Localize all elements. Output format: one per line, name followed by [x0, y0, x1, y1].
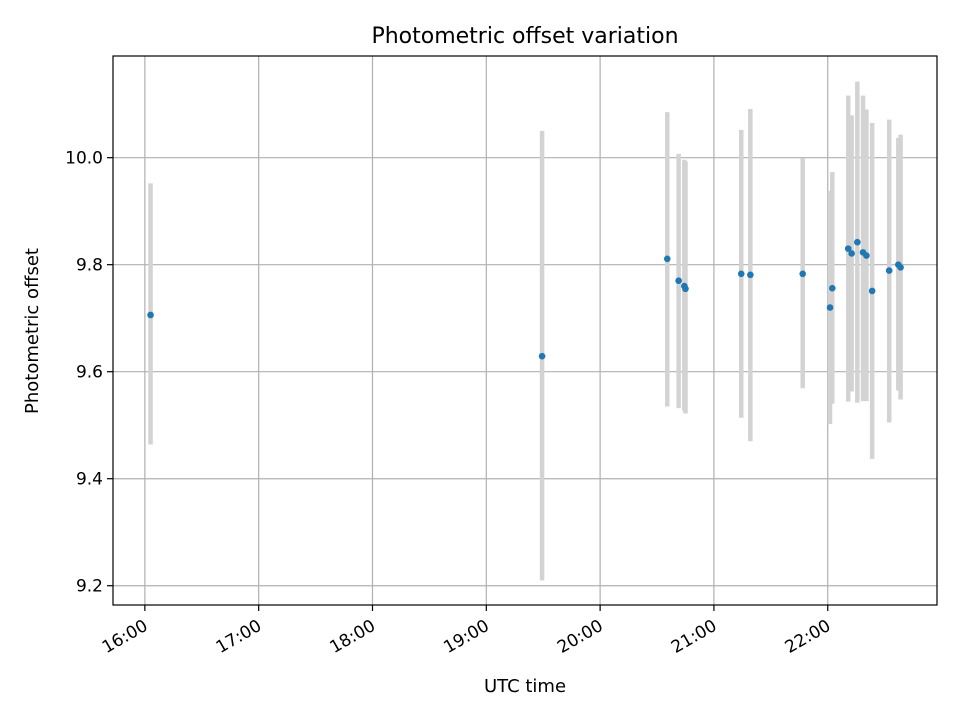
data-point [682, 285, 689, 293]
data-points [147, 238, 904, 360]
data-point [885, 267, 893, 274]
axes-frame [112, 55, 938, 606]
data-point [675, 277, 682, 285]
data-point [897, 264, 904, 271]
data-point [826, 304, 834, 311]
data-point [663, 255, 671, 263]
data-point [747, 271, 754, 279]
data-point [863, 252, 870, 259]
data-point [844, 245, 852, 252]
plot-area [113, 56, 937, 605]
data-point [799, 270, 807, 278]
data-point [854, 238, 861, 246]
y-tick-label: 9.2 [76, 577, 103, 597]
chart-title: Photometric offset variation [371, 24, 678, 49]
grid [113, 56, 937, 605]
y-tick-label: 10.0 [65, 149, 103, 169]
data-point [538, 352, 546, 360]
x-axis-label: UTC time [484, 676, 566, 697]
y-axis-label: Photometric offset [22, 248, 43, 414]
data-point [147, 311, 154, 319]
data-point [868, 287, 876, 295]
y-tick-label: 9.8 [76, 256, 103, 276]
y-tick-label: 9.4 [76, 470, 103, 490]
data-point [848, 250, 855, 257]
y-tick-label: 9.6 [76, 363, 103, 383]
data-point [737, 270, 745, 278]
data-point [828, 284, 836, 292]
